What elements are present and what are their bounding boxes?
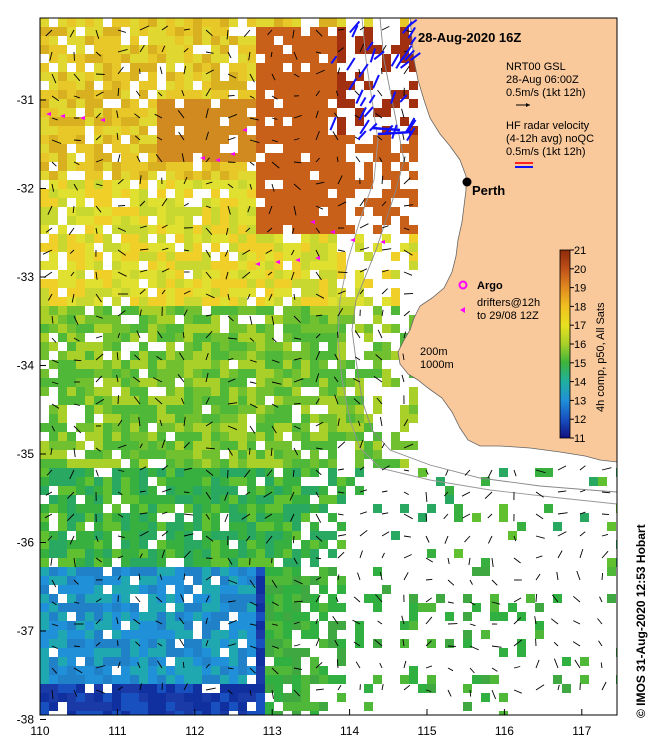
colorbar-ticks: 21 20 19 18 17 16 15 14 13 12 11 — [570, 245, 586, 445]
lat-tick-label: -37 — [17, 624, 35, 638]
colorbar-tick-label: 12 — [574, 414, 586, 426]
longitude-axis: 110 111 112 113 114 115 116 117 — [30, 709, 592, 738]
latitude-axis: -31 -32 -33 -34 -35 -36 -37 -38 — [17, 93, 46, 727]
nrt-legend-line1: NRT00 GSL — [506, 61, 566, 73]
perth-marker — [462, 177, 472, 187]
map-title: 28-Aug-2020 16Z — [418, 30, 521, 45]
isobath-1000-label: 1000m — [420, 359, 454, 371]
lon-tick-label: 111 — [108, 724, 127, 738]
colorbar: 21 20 19 18 17 16 15 14 13 12 11 4h comp, p50, All… — [559, 245, 607, 445]
colorbar-tick-label: 13 — [574, 395, 586, 407]
argo-legend: Argo drifters@12h to 29/08 12Z — [458, 280, 540, 322]
isobath-1000m — [337, 18, 617, 505]
lat-tick-label: -33 — [17, 270, 35, 284]
hf-legend-line1: HF radar velocity — [506, 120, 590, 132]
lon-tick-label: 115 — [417, 724, 436, 738]
isobath-200-label: 200m — [420, 346, 448, 358]
hf-radar-vectors — [329, 18, 421, 142]
lat-tick-label: -36 — [17, 536, 35, 550]
lat-tick-label: -35 — [17, 447, 35, 461]
lat-tick-label: -31 — [17, 93, 35, 107]
lon-tick-label: 116 — [495, 724, 514, 738]
colorbar-label: 4h comp, p50, All Sats — [595, 302, 607, 412]
lat-tick-label: -32 — [17, 182, 35, 196]
lon-tick-label: 112 — [185, 724, 204, 738]
lon-tick-label: 117 — [572, 724, 591, 738]
plot-frame — [39, 17, 618, 716]
nrt-legend: NRT00 GSL 28-Aug 06:00Z 0.5m/s (1kt 12h) — [506, 61, 585, 107]
lon-tick-label: 114 — [340, 724, 359, 738]
argo-drifter-tracks — [46, 112, 385, 266]
hf-legend-line2: (4-12h avg) noQC — [506, 133, 594, 145]
lat-tick-label: -34 — [17, 359, 35, 373]
colorbar-tick-label: 16 — [574, 339, 586, 351]
argo-label: Argo — [477, 280, 503, 292]
colorbar-tick-label: 21 — [574, 245, 586, 257]
lon-tick-label: 110 — [30, 724, 49, 738]
nrt-legend-line2: 28-Aug 06:00Z — [506, 74, 579, 86]
colorbar-tick-label: 14 — [574, 377, 586, 389]
colorbar-tick-label: 11 — [574, 433, 585, 445]
argo-symbol — [458, 280, 468, 290]
colorbar-tick-label: 20 — [574, 264, 586, 276]
isobath-200m — [351, 18, 617, 493]
drifters-line2: to 29/08 12Z — [477, 310, 539, 322]
colorbar-tick-label: 18 — [574, 301, 586, 313]
lon-tick-label: 113 — [263, 724, 282, 738]
current-vectors — [42, 25, 612, 700]
credit-text: © IMOS 31-Aug-2020 12:53 Hobart — [634, 524, 648, 718]
nrt-legend-line3: 0.5m/s (1kt 12h) — [506, 87, 585, 99]
hf-legend: HF radar velocity (4-12h avg) noQC 0.5m/… — [506, 120, 594, 168]
drifter-symbol — [460, 307, 465, 313]
hf-legend-line3: 0.5m/s (1kt 12h) — [506, 146, 585, 158]
colorbar-gradient — [559, 249, 571, 439]
colorbar-tick-label: 19 — [574, 283, 586, 295]
colorbar-tick-label: 17 — [574, 320, 586, 332]
lat-tick-label: -38 — [17, 713, 35, 727]
perth-label: Perth — [472, 183, 505, 198]
drifters-line1: drifters@12h — [477, 297, 540, 309]
colorbar-tick-label: 15 — [574, 358, 586, 370]
map-plot-area — [40, 18, 617, 715]
